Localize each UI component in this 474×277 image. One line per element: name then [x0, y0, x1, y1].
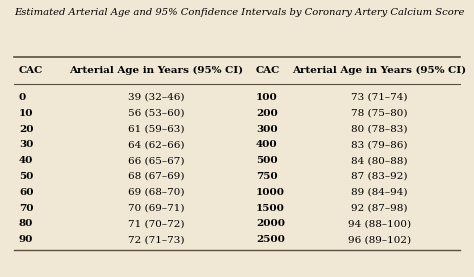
- Text: 100: 100: [256, 93, 278, 102]
- Text: 500: 500: [256, 156, 278, 165]
- Text: 30: 30: [19, 140, 33, 149]
- Text: 84 (80–88): 84 (80–88): [351, 156, 408, 165]
- Text: 400: 400: [256, 140, 278, 149]
- Text: 1000: 1000: [256, 188, 285, 197]
- Text: 50: 50: [19, 172, 33, 181]
- Text: 73 (71–74): 73 (71–74): [351, 93, 408, 102]
- Text: 0: 0: [19, 93, 26, 102]
- Text: CAC: CAC: [256, 66, 280, 75]
- Text: Arterial Age in Years (95% CI): Arterial Age in Years (95% CI): [292, 66, 466, 75]
- Text: 39 (32–46): 39 (32–46): [128, 93, 185, 102]
- Text: 300: 300: [256, 125, 278, 134]
- Text: 10: 10: [19, 109, 34, 118]
- Text: 61 (59–63): 61 (59–63): [128, 125, 185, 134]
- Text: 750: 750: [256, 172, 278, 181]
- Text: 1500: 1500: [256, 204, 285, 212]
- Text: CAC: CAC: [19, 66, 43, 75]
- Text: 90: 90: [19, 235, 33, 244]
- Text: 2500: 2500: [256, 235, 285, 244]
- Text: Estimated Arterial Age and 95% Confidence Intervals by Coronary Artery Calcium S: Estimated Arterial Age and 95% Confidenc…: [14, 8, 465, 17]
- Text: 92 (87–98): 92 (87–98): [351, 204, 408, 212]
- Text: 20: 20: [19, 125, 34, 134]
- Text: Arterial Age in Years (95% CI): Arterial Age in Years (95% CI): [69, 66, 244, 75]
- Text: 40: 40: [19, 156, 33, 165]
- Text: 78 (75–80): 78 (75–80): [351, 109, 408, 118]
- Text: 2000: 2000: [256, 219, 285, 228]
- Text: 56 (53–60): 56 (53–60): [128, 109, 185, 118]
- Text: 71 (70–72): 71 (70–72): [128, 219, 185, 228]
- Text: 69 (68–70): 69 (68–70): [128, 188, 185, 197]
- Text: 66 (65–67): 66 (65–67): [128, 156, 185, 165]
- Text: 70 (69–71): 70 (69–71): [128, 204, 185, 212]
- Text: 87 (83–92): 87 (83–92): [351, 172, 408, 181]
- Text: 60: 60: [19, 188, 34, 197]
- Text: 80 (78–83): 80 (78–83): [351, 125, 408, 134]
- Text: 64 (62–66): 64 (62–66): [128, 140, 185, 149]
- Text: 89 (84–94): 89 (84–94): [351, 188, 408, 197]
- Text: 200: 200: [256, 109, 278, 118]
- Text: 83 (79–86): 83 (79–86): [351, 140, 408, 149]
- Text: 72 (71–73): 72 (71–73): [128, 235, 185, 244]
- Text: 68 (67–69): 68 (67–69): [128, 172, 185, 181]
- Text: 96 (89–102): 96 (89–102): [347, 235, 411, 244]
- Text: 94 (88–100): 94 (88–100): [347, 219, 411, 228]
- Text: 70: 70: [19, 204, 34, 212]
- Text: 80: 80: [19, 219, 33, 228]
